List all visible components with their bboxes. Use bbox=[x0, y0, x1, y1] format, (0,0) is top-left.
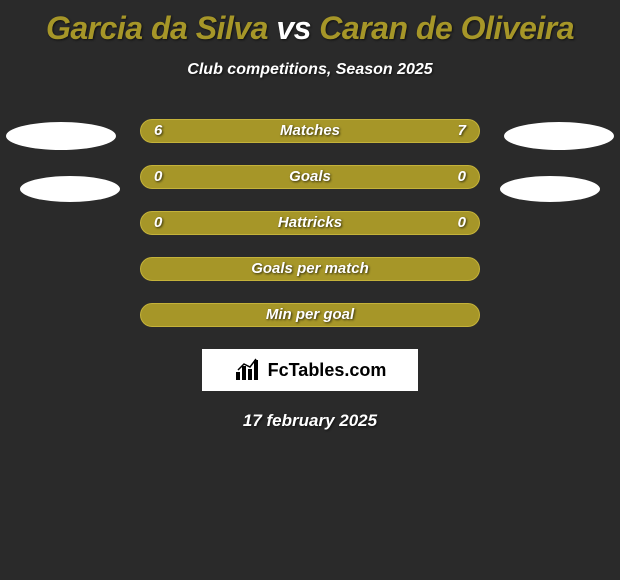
metric-label: Goals per match bbox=[140, 257, 480, 281]
vs-text: vs bbox=[276, 10, 311, 46]
metric-row-matches: 6 Matches 7 bbox=[140, 119, 480, 143]
metric-label: Min per goal bbox=[140, 303, 480, 327]
subtitle: Club competitions, Season 2025 bbox=[0, 61, 620, 79]
metrics-container: 6 Matches 7 0 Goals 0 0 Hattricks 0 Goal… bbox=[0, 119, 620, 327]
logo-text: FcTables.com bbox=[268, 360, 387, 381]
metric-value-right: 7 bbox=[458, 119, 466, 143]
metric-row-min-per-goal: Min per goal bbox=[140, 303, 480, 327]
fctables-logo[interactable]: FcTables.com bbox=[202, 349, 418, 391]
logo-bars-icon bbox=[234, 358, 262, 382]
date-text: 17 february 2025 bbox=[0, 411, 620, 431]
player2-photo-placeholder-2 bbox=[500, 176, 600, 202]
metric-label: Hattricks bbox=[140, 211, 480, 235]
player1-name: Garcia da Silva bbox=[46, 10, 268, 46]
metric-value-right: 0 bbox=[458, 211, 466, 235]
metric-label: Matches bbox=[140, 119, 480, 143]
metric-row-goals-per-match: Goals per match bbox=[140, 257, 480, 281]
comparison-title: Garcia da Silva vs Caran de Oliveira bbox=[0, 0, 620, 47]
player2-name: Caran de Oliveira bbox=[319, 10, 574, 46]
metric-row-hattricks: 0 Hattricks 0 bbox=[140, 211, 480, 235]
metric-label: Goals bbox=[140, 165, 480, 189]
player1-photo-placeholder-2 bbox=[20, 176, 120, 202]
metric-row-goals: 0 Goals 0 bbox=[140, 165, 480, 189]
metric-value-right: 0 bbox=[458, 165, 466, 189]
player1-photo-placeholder-1 bbox=[6, 122, 116, 150]
player2-photo-placeholder-1 bbox=[504, 122, 614, 150]
